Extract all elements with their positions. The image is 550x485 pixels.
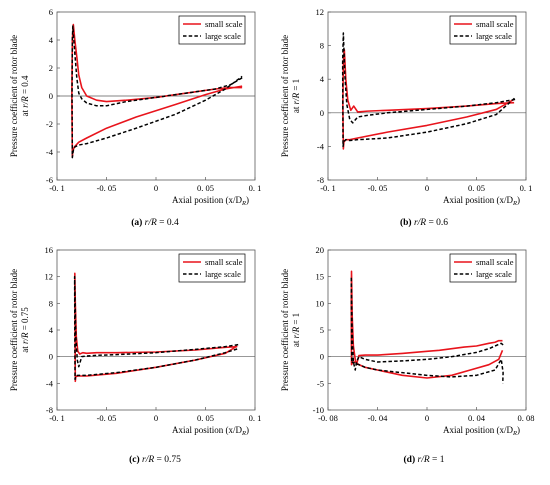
y-tick-label: 4: [49, 325, 54, 335]
legend-label-large-scale: large scale: [205, 269, 241, 279]
legend-label-large-scale: large scale: [205, 31, 241, 41]
legend-label-large-scale: large scale: [476, 31, 512, 41]
y-axis-label-radius: at r/R = 0.75: [20, 307, 30, 353]
x-tick-label: 0: [425, 413, 429, 423]
y-tick-label: 8: [49, 298, 53, 308]
y-tick-label: -2: [46, 119, 53, 129]
legend-label-small-scale: small scale: [476, 257, 514, 267]
series-small-scale: [342, 48, 515, 150]
y-tick-label: -4: [46, 378, 54, 388]
legend: small scale large scale: [449, 15, 517, 45]
y-tick-label: -4: [46, 147, 54, 157]
y-tick-label: 6: [49, 7, 53, 17]
x-tick-label: 0. 05: [468, 183, 485, 193]
x-tick-label: 0. 05: [197, 183, 214, 193]
x-tick-label: 0: [154, 413, 158, 423]
y-tick-label: -4: [317, 141, 325, 151]
x-tick-label: -0. 1: [49, 413, 65, 423]
y-tick-label: 0: [320, 108, 324, 118]
x-tick-label: 0. 04: [468, 413, 486, 423]
y-tick-label: 2: [49, 63, 53, 73]
series-large-scale: [350, 275, 504, 384]
x-tick-label: 0: [425, 183, 429, 193]
y-tick-label: -5: [317, 378, 324, 388]
series-small-scale: [74, 272, 238, 383]
y-tick-label: -8: [317, 175, 324, 185]
legend-box: [178, 253, 246, 283]
x-tick-label: -0. 1: [320, 183, 336, 193]
x-axis-label: Axial position (x/DR): [443, 425, 520, 437]
legend-box: [449, 253, 517, 283]
y-tick-label: 12: [45, 272, 54, 282]
y-tick-label: 12: [316, 7, 325, 17]
x-tick-label: -0. 04: [368, 413, 389, 423]
y-axis-label: Pressure coefficient of rotor blade: [280, 35, 290, 157]
x-tick-label: 0. 1: [249, 183, 262, 193]
legend-label-small-scale: small scale: [476, 19, 514, 29]
y-tick-label: 0: [49, 352, 53, 362]
y-tick-label: -10: [313, 405, 324, 415]
y-tick-label: 4: [49, 35, 54, 45]
legend-label-large-scale: large scale: [476, 269, 512, 279]
y-tick-label: 5: [320, 325, 324, 335]
y-axis-label-radius: at r/R = 1: [291, 313, 301, 347]
y-tick-label: 16: [45, 245, 54, 255]
legend-box: [449, 15, 517, 45]
x-tick-label: -0. 08: [318, 413, 338, 423]
y-tick-label: -8: [46, 405, 53, 415]
y-tick-label: -6: [46, 175, 53, 185]
x-tick-label: 0. 1: [249, 413, 262, 423]
legend: small scale large scale: [178, 15, 246, 45]
y-tick-label: 15: [316, 272, 325, 282]
y-tick-label: 0: [320, 352, 324, 362]
y-tick-label: 4: [320, 74, 325, 84]
x-axis-label: Axial position (x/DR): [172, 425, 249, 437]
panel-caption: (d) r/R = 1: [404, 454, 445, 465]
x-axis-label: Axial position (x/DR): [443, 195, 520, 207]
x-axis-label: Axial position (x/DR): [172, 195, 249, 207]
y-axis-label-radius: at r/R = 1: [291, 79, 301, 113]
y-tick-label: 0: [49, 91, 53, 101]
x-tick-label: 0. 05: [197, 413, 214, 423]
y-axis-label: Pressure coefficient of rotor blade: [9, 269, 19, 391]
y-axis-label-radius: at r/R = 0.4: [20, 75, 30, 117]
y-tick-label: 8: [320, 41, 324, 51]
panel-caption: (c) r/R = 0.75: [129, 454, 181, 465]
x-tick-label: 0: [154, 183, 158, 193]
legend: small scale large scale: [178, 253, 246, 283]
x-tick-label: -0. 1: [49, 183, 65, 193]
x-tick-label: 0. 08: [518, 413, 535, 423]
panel-caption: (b) r/R = 0.6: [400, 217, 448, 228]
x-tick-label: -0. 05: [368, 183, 388, 193]
legend-label-small-scale: small scale: [205, 257, 243, 267]
y-tick-label: 10: [316, 298, 325, 308]
legend-label-small-scale: small scale: [205, 19, 243, 29]
panel-caption: (a) r/R = 0.4: [131, 217, 179, 228]
x-tick-label: -0. 05: [97, 413, 117, 423]
y-axis-label: Pressure coefficient of rotor blade: [9, 35, 19, 157]
legend: small scale large scale: [449, 253, 517, 283]
legend-box: [178, 15, 246, 45]
y-tick-label: 20: [316, 245, 325, 255]
series-large-scale: [73, 275, 239, 381]
y-axis-label: Pressure coefficient of rotor blade: [280, 269, 290, 391]
x-tick-label: 0. 1: [520, 183, 533, 193]
panel-3: -10 -5 0 5 10 15 20 -0. 08 -0. 04 0 0. 04 0. 08 Axia…: [280, 245, 535, 465]
series-large-scale: [341, 32, 516, 148]
x-tick-label: -0. 05: [97, 183, 117, 193]
series-large-scale: [71, 25, 243, 159]
